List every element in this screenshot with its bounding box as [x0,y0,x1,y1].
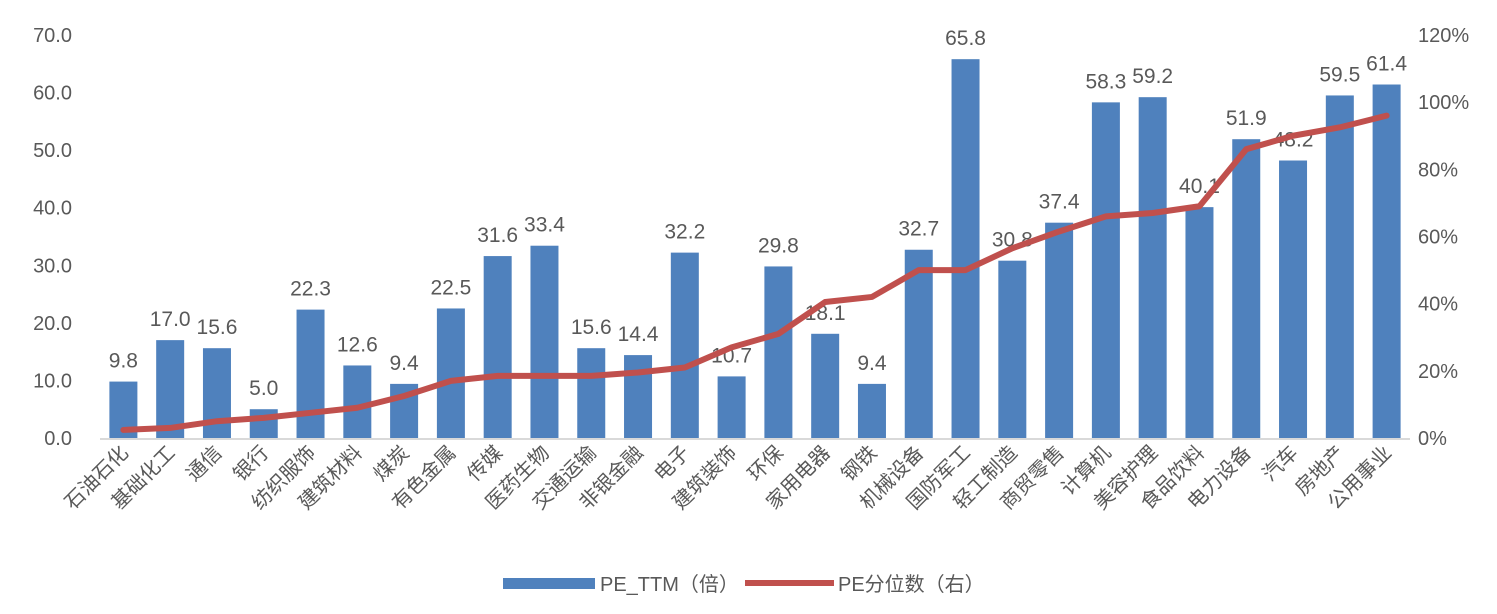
y-left-tick: 40.0 [33,198,72,220]
line-point [777,332,780,335]
bar [1185,207,1214,438]
bar [1279,160,1308,438]
line-point [122,428,125,431]
y-right-tick: 0% [1418,428,1447,450]
line-point [637,371,640,374]
bar [904,249,933,438]
y-right-tick: 100% [1418,92,1469,114]
y-left-tick: 20.0 [33,313,72,335]
bar-data-label: 15.6 [197,316,238,339]
bar [530,245,559,438]
y-left-tick: 30.0 [33,255,72,277]
bar [249,409,278,438]
bar [1232,139,1261,438]
line-point [169,426,172,429]
bar-data-label: 9.4 [857,352,887,375]
bar-data-label: 58.3 [1085,70,1126,93]
line-point [1385,114,1388,117]
bar [717,376,746,438]
line-point [1245,148,1248,151]
bar-data-label: 37.4 [1039,191,1080,214]
bar [1091,102,1120,438]
x-tick-label: 通信 [182,441,227,486]
line-point [262,416,265,419]
bar [296,309,325,438]
bar-data-label: 32.7 [898,218,939,241]
legend-swatch-bar [503,578,595,589]
bar-data-label: 14.4 [618,323,659,346]
bar [764,266,793,438]
bar [343,365,372,438]
y-left-tick: 0.0 [44,428,72,450]
y-right-tick: 20% [1418,361,1458,383]
y-left-tick: 50.0 [33,140,72,162]
line-point [1104,215,1107,218]
line-point [309,411,312,414]
bar [436,308,465,438]
y-right-tick: 120% [1418,25,1469,47]
line-point [683,366,686,369]
y-right-tick: 40% [1418,294,1458,316]
line-point [590,374,593,377]
line-point [403,395,406,398]
line-point [870,295,873,298]
line-point [449,379,452,382]
line-point [1292,134,1295,137]
bar-data-label: 22.5 [430,276,471,299]
line-point [1011,247,1014,250]
legend-label-line: PE分位数（右） [838,573,985,596]
y-right-tick: 60% [1418,227,1458,249]
bar [624,355,653,438]
line-point [356,406,359,409]
bar [1138,97,1167,439]
bar-data-label: 51.9 [1226,107,1267,130]
bar-data-label: 59.5 [1319,63,1360,86]
line-point [1151,211,1154,214]
line-point [1198,205,1201,208]
line-point [730,346,733,349]
line-point [1058,230,1061,233]
bar [811,333,840,438]
line-point [543,374,546,377]
bar [1045,222,1074,438]
y-left-tick: 60.0 [33,83,72,105]
bar [577,348,606,438]
bar-data-label: 5.0 [249,377,278,400]
y-left-tick: 70.0 [33,25,72,47]
bar-data-label: 59.2 [1132,65,1173,88]
bar [483,256,512,438]
bar-data-label: 15.6 [571,316,612,339]
y-left-tick: 10.0 [33,370,72,392]
bar-data-label: 9.4 [390,352,420,375]
bar-data-label: 65.8 [945,27,986,50]
line-point [824,300,827,303]
bar-data-label: 32.2 [664,221,705,244]
line-point [215,420,218,423]
bar-data-label: 29.8 [758,234,799,257]
line-point [496,374,499,377]
bar [156,340,185,438]
bar-data-label: 17.0 [150,308,191,331]
bar-data-label: 12.6 [337,333,378,356]
bar [1325,95,1354,438]
line-point [1338,126,1341,129]
legend-label-bar: PE_TTM（倍） [600,573,739,596]
pe-percentile-line [120,112,1390,433]
line-point [964,269,967,272]
bar-data-label: 31.6 [477,224,518,247]
bar [998,260,1027,438]
bar [951,59,980,439]
bar [1372,84,1401,439]
bar-data-label: 22.3 [290,278,331,301]
bar-data-label: 33.4 [524,214,565,237]
bar-data-label: 9.8 [109,350,138,373]
bar-data-label: 61.4 [1366,53,1407,76]
bar [670,252,699,438]
y-right-tick: 80% [1418,159,1458,181]
bar [857,383,886,438]
line-point [917,269,920,272]
